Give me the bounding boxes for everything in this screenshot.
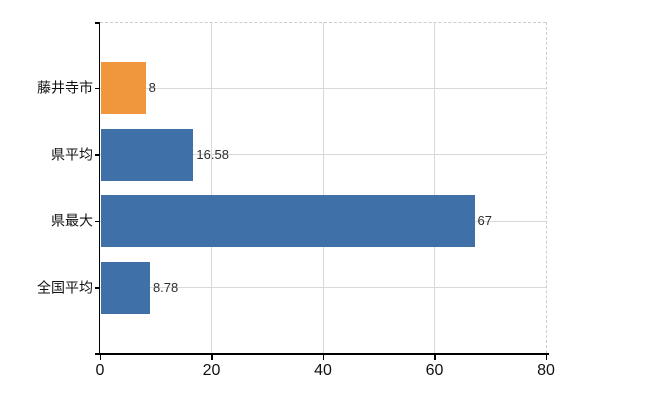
x-axis-tick <box>99 354 101 360</box>
x-tick-label: 0 <box>95 362 105 379</box>
x-tick-label: 40 <box>314 362 332 379</box>
gridline-vertical <box>211 22 212 353</box>
x-axis-tick <box>545 354 547 360</box>
gridline-vertical <box>434 22 435 353</box>
category-label: 藤井寺市 <box>37 79 93 96</box>
x-tick-label: 80 <box>537 362 555 379</box>
x-axis-tick <box>322 354 324 360</box>
bar <box>101 128 194 181</box>
value-label: 8.78 <box>152 279 179 295</box>
x-tick-label: 60 <box>425 362 444 379</box>
plot-border-top <box>100 22 546 23</box>
x-axis <box>95 353 549 355</box>
bar <box>101 195 475 247</box>
value-label: 16.58 <box>196 146 229 162</box>
x-axis-tick <box>211 354 213 360</box>
y-axis-tick <box>95 154 100 156</box>
x-axis-tick <box>434 354 436 360</box>
category-label: 県最大 <box>51 212 93 229</box>
category-label: 県平均 <box>51 145 93 162</box>
bar <box>101 261 150 314</box>
value-label: 67 <box>477 212 492 228</box>
plot-border-right <box>545 22 547 353</box>
gridline-vertical <box>322 22 324 353</box>
y-axis-tick <box>95 287 100 289</box>
y-axis-tick <box>95 87 100 89</box>
bar <box>101 62 146 114</box>
y-axis-top-tick <box>95 22 100 24</box>
x-tick-label: 20 <box>202 362 221 379</box>
y-axis <box>98 22 100 353</box>
value-label: 8 <box>148 79 156 95</box>
category-label: 全国平均 <box>37 278 93 295</box>
y-axis-tick <box>95 220 100 222</box>
